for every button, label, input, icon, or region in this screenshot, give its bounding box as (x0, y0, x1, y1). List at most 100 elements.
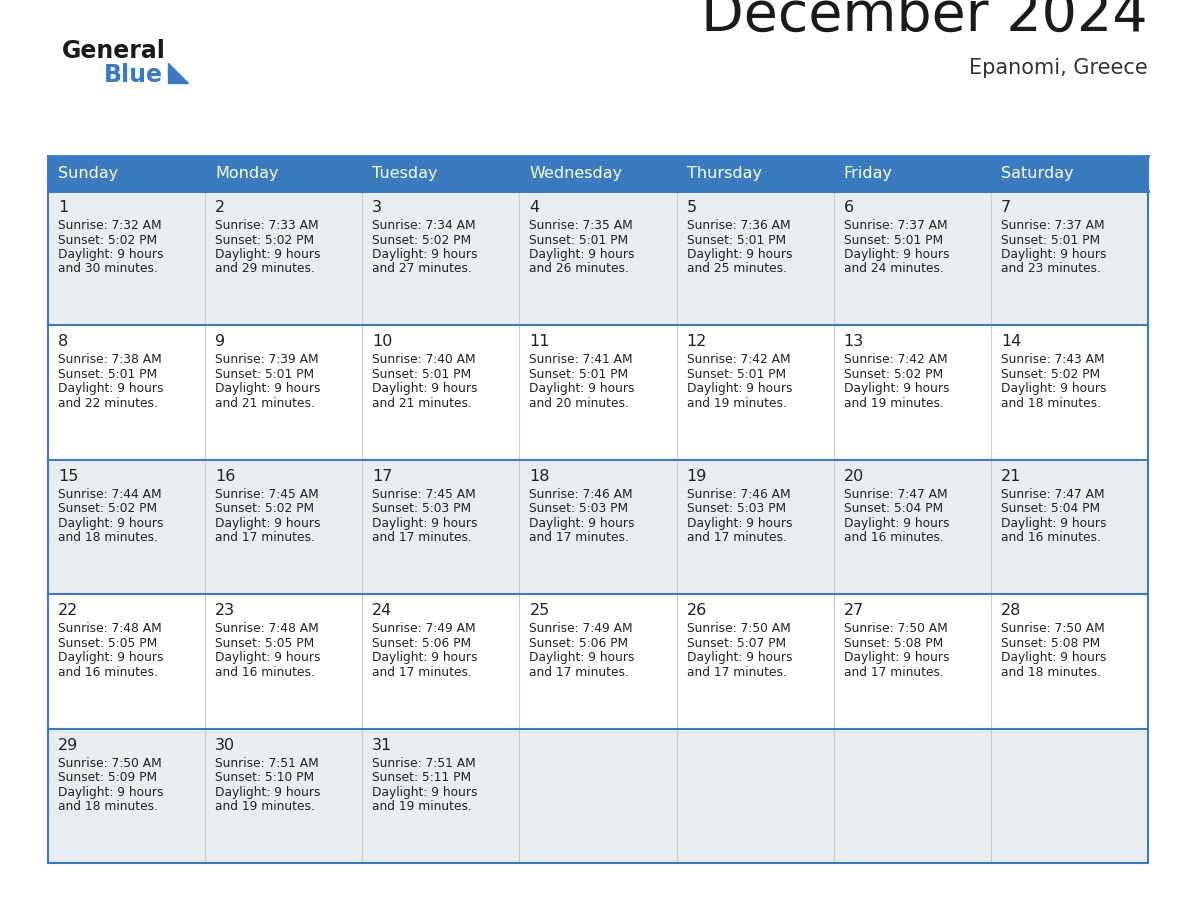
Text: Sunset: 5:01 PM: Sunset: 5:01 PM (530, 368, 628, 381)
Text: Sunset: 5:05 PM: Sunset: 5:05 PM (215, 637, 315, 650)
Bar (991, 594, 1148, 729)
Text: Monday: Monday (215, 166, 279, 181)
Text: Daylight: 9 hours: Daylight: 9 hours (530, 651, 634, 665)
Text: Sunset: 5:02 PM: Sunset: 5:02 PM (1000, 368, 1100, 381)
Text: Blue: Blue (105, 63, 163, 87)
Text: Sunset: 5:01 PM: Sunset: 5:01 PM (687, 233, 785, 247)
Bar (48, 460, 206, 594)
Text: Sunrise: 7:38 AM: Sunrise: 7:38 AM (58, 353, 162, 366)
Text: Sunrise: 7:33 AM: Sunrise: 7:33 AM (215, 219, 318, 232)
Text: 28: 28 (1000, 603, 1022, 618)
Text: 17: 17 (372, 469, 393, 484)
Text: Daylight: 9 hours: Daylight: 9 hours (1000, 517, 1106, 530)
Text: Daylight: 9 hours: Daylight: 9 hours (1000, 248, 1106, 261)
Text: and 19 minutes.: and 19 minutes. (372, 800, 472, 813)
Text: 8: 8 (58, 334, 68, 350)
Text: and 17 minutes.: and 17 minutes. (687, 666, 786, 678)
Bar (48, 325, 206, 460)
Bar (48, 156, 1148, 191)
Bar (206, 460, 362, 594)
Text: and 22 minutes.: and 22 minutes. (58, 397, 158, 410)
Text: and 16 minutes.: and 16 minutes. (843, 532, 943, 544)
Text: 24: 24 (372, 603, 392, 618)
Text: Sunset: 5:02 PM: Sunset: 5:02 PM (372, 233, 472, 247)
Text: Daylight: 9 hours: Daylight: 9 hours (687, 517, 792, 530)
Bar (362, 729, 519, 863)
Text: December 2024: December 2024 (701, 0, 1148, 43)
Text: Sunrise: 7:45 AM: Sunrise: 7:45 AM (215, 487, 318, 501)
Bar (834, 594, 991, 729)
Text: 10: 10 (372, 334, 393, 350)
Text: and 26 minutes.: and 26 minutes. (530, 263, 630, 275)
Text: 15: 15 (58, 469, 78, 484)
Text: Sunrise: 7:37 AM: Sunrise: 7:37 AM (1000, 219, 1105, 232)
Text: Sunrise: 7:34 AM: Sunrise: 7:34 AM (372, 219, 476, 232)
Text: Sunset: 5:01 PM: Sunset: 5:01 PM (58, 368, 157, 381)
Bar (206, 191, 362, 325)
Text: 19: 19 (687, 469, 707, 484)
Text: Daylight: 9 hours: Daylight: 9 hours (530, 517, 634, 530)
Text: Daylight: 9 hours: Daylight: 9 hours (58, 651, 164, 665)
Text: Sunrise: 7:43 AM: Sunrise: 7:43 AM (1000, 353, 1105, 366)
Text: Sunrise: 7:47 AM: Sunrise: 7:47 AM (843, 487, 947, 501)
Text: Sunrise: 7:50 AM: Sunrise: 7:50 AM (687, 622, 790, 635)
Text: 29: 29 (58, 737, 78, 753)
Bar (206, 594, 362, 729)
Bar (991, 191, 1148, 325)
Text: Daylight: 9 hours: Daylight: 9 hours (1000, 651, 1106, 665)
Text: and 21 minutes.: and 21 minutes. (372, 397, 472, 410)
Bar (991, 729, 1148, 863)
Text: Daylight: 9 hours: Daylight: 9 hours (58, 517, 164, 530)
Text: Sunrise: 7:41 AM: Sunrise: 7:41 AM (530, 353, 633, 366)
Text: Sunrise: 7:50 AM: Sunrise: 7:50 AM (58, 756, 162, 769)
Text: Daylight: 9 hours: Daylight: 9 hours (215, 383, 321, 396)
Text: Sunset: 5:02 PM: Sunset: 5:02 PM (843, 368, 943, 381)
Text: Sunset: 5:02 PM: Sunset: 5:02 PM (215, 502, 315, 515)
Text: Sunset: 5:03 PM: Sunset: 5:03 PM (530, 502, 628, 515)
Text: Daylight: 9 hours: Daylight: 9 hours (843, 248, 949, 261)
Text: Thursday: Thursday (687, 166, 762, 181)
Text: Tuesday: Tuesday (372, 166, 438, 181)
Text: and 19 minutes.: and 19 minutes. (687, 397, 786, 410)
Bar (362, 191, 519, 325)
Text: and 29 minutes.: and 29 minutes. (215, 263, 315, 275)
Bar (991, 460, 1148, 594)
Text: Daylight: 9 hours: Daylight: 9 hours (843, 517, 949, 530)
Text: and 23 minutes.: and 23 minutes. (1000, 263, 1101, 275)
Text: Epanomi, Greece: Epanomi, Greece (969, 58, 1148, 78)
Bar (991, 325, 1148, 460)
Text: Sunrise: 7:50 AM: Sunrise: 7:50 AM (843, 622, 948, 635)
Bar (677, 594, 834, 729)
Text: and 16 minutes.: and 16 minutes. (215, 666, 315, 678)
Text: and 17 minutes.: and 17 minutes. (530, 532, 630, 544)
Text: Daylight: 9 hours: Daylight: 9 hours (687, 651, 792, 665)
Text: 26: 26 (687, 603, 707, 618)
Bar (206, 729, 362, 863)
Text: Sunrise: 7:47 AM: Sunrise: 7:47 AM (1000, 487, 1105, 501)
Text: and 18 minutes.: and 18 minutes. (58, 800, 158, 813)
Bar (519, 594, 677, 729)
Text: Sunday: Sunday (58, 166, 119, 181)
Bar (48, 594, 206, 729)
Bar (677, 191, 834, 325)
Text: Daylight: 9 hours: Daylight: 9 hours (372, 651, 478, 665)
Text: 7: 7 (1000, 200, 1011, 215)
Bar (677, 729, 834, 863)
Text: Sunrise: 7:39 AM: Sunrise: 7:39 AM (215, 353, 318, 366)
Bar (519, 325, 677, 460)
Text: Sunset: 5:06 PM: Sunset: 5:06 PM (530, 637, 628, 650)
Text: Daylight: 9 hours: Daylight: 9 hours (372, 517, 478, 530)
Text: Daylight: 9 hours: Daylight: 9 hours (372, 786, 478, 799)
Text: 5: 5 (687, 200, 696, 215)
Bar (48, 729, 206, 863)
Text: Daylight: 9 hours: Daylight: 9 hours (843, 383, 949, 396)
Bar (362, 460, 519, 594)
Text: Sunset: 5:01 PM: Sunset: 5:01 PM (1000, 233, 1100, 247)
Text: Sunset: 5:02 PM: Sunset: 5:02 PM (58, 233, 157, 247)
Text: Sunset: 5:03 PM: Sunset: 5:03 PM (687, 502, 785, 515)
Text: 11: 11 (530, 334, 550, 350)
Text: and 16 minutes.: and 16 minutes. (1000, 532, 1101, 544)
Text: 2: 2 (215, 200, 226, 215)
Text: Daylight: 9 hours: Daylight: 9 hours (372, 383, 478, 396)
Text: Sunset: 5:01 PM: Sunset: 5:01 PM (372, 368, 472, 381)
